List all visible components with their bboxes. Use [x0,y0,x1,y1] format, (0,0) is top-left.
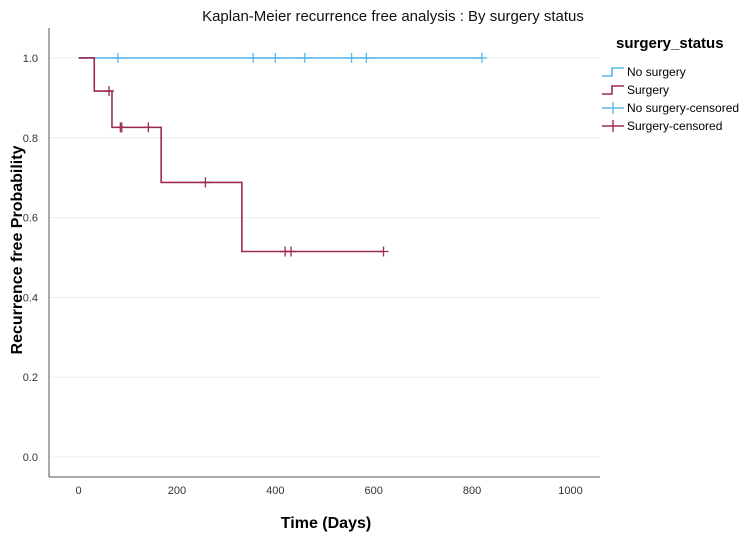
y-tick-label: 0.8 [23,133,38,145]
survival-curves [78,57,482,253]
censor-mark [143,122,154,133]
legend-swatch [602,67,624,77]
censor-mark [248,52,259,63]
legend-entry: Surgery-censored [627,119,722,133]
x-tick-label: 1000 [558,485,582,497]
censor-mark [476,52,487,63]
x-tick-label: 400 [266,485,284,497]
legend-title: surgery_status [616,35,724,52]
censor-mark [116,122,127,133]
legend: surgery_status No surgery Surgery No surge… [602,35,739,133]
x-axis-label: Time (Days) [281,515,371,532]
y-tick-label: 0.6 [23,213,38,225]
legend-swatch [602,102,624,114]
y-ticks: 0.0 0.2 0.4 0.6 0.8 1.0 [23,53,38,464]
legend-entry: No surgery [627,65,686,79]
censor-mark [361,52,372,63]
censor-mark [112,52,123,63]
censor-mark [378,246,389,257]
y-tick-label: 1.0 [23,53,38,65]
censor-marks [104,52,487,257]
censor-mark [286,246,297,257]
censor-mark [299,52,310,63]
censor-mark [346,52,357,63]
y-tick-label: 0.0 [23,452,38,464]
legend-swatch [602,120,624,132]
x-tick-label: 600 [365,485,383,497]
censor-mark [104,86,115,97]
y-tick-label: 0.2 [23,372,38,384]
curve-surgery [78,57,384,253]
legend-swatch [602,85,624,95]
censor-mark [200,177,211,188]
y-tick-label: 0.4 [23,292,38,304]
x-tick-label: 0 [75,485,81,497]
x-ticks: 0 200 400 600 800 1000 [75,485,582,497]
legend-entry: No surgery-censored [627,101,739,115]
y-axis-label: Recurrence free Probability [9,145,26,354]
grid-lines [49,57,600,458]
chart-title: Kaplan-Meier recurrence free analysis : … [202,8,584,25]
legend-entry: Surgery [627,83,669,97]
censor-mark [270,52,281,63]
x-tick-label: 800 [463,485,481,497]
x-tick-label: 200 [168,485,186,497]
